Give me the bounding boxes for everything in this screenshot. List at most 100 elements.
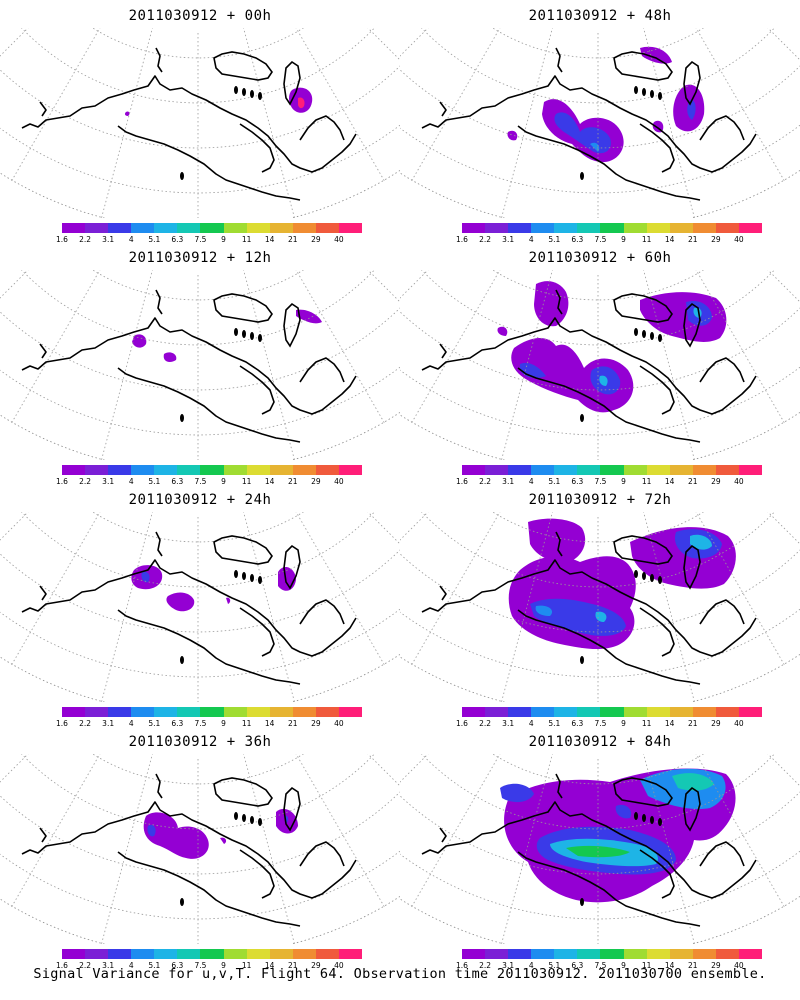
coastline-segment bbox=[39, 585, 47, 601]
coastline-segment bbox=[117, 851, 301, 927]
longitude-line bbox=[0, 28, 29, 57]
colorbar-swatch bbox=[246, 949, 270, 959]
coastline-segment bbox=[21, 75, 357, 173]
colorbar-tick-label: 11 bbox=[241, 961, 252, 970]
colorbar-swatch bbox=[315, 465, 339, 475]
island-outline bbox=[613, 777, 673, 807]
colorbar-swatch bbox=[623, 223, 647, 233]
latitude-line bbox=[400, 549, 800, 633]
island-outline bbox=[650, 90, 654, 98]
colorbar-swatch bbox=[738, 707, 763, 717]
variance-contour bbox=[672, 773, 714, 791]
island-outline bbox=[250, 816, 254, 824]
colorbar-swatch bbox=[715, 223, 739, 233]
colorbar-swatch bbox=[62, 223, 86, 233]
colorbar-swatch bbox=[62, 707, 86, 717]
map-panel-00h: 2011030912 + 00h 1.6 2.2 3.1 4 5.1 6.3 7.5 9 11 14… bbox=[0, 0, 400, 245]
colorbar-swatch bbox=[177, 465, 201, 475]
latitude-line bbox=[21, 512, 375, 588]
island-outline bbox=[613, 535, 673, 565]
longitude-line bbox=[0, 28, 46, 46]
colorbar-swatch bbox=[338, 223, 363, 233]
latitude-line bbox=[400, 850, 800, 920]
colorbar-swatch bbox=[462, 465, 486, 475]
variance-contour bbox=[124, 111, 130, 116]
colorbar-swatch bbox=[508, 223, 532, 233]
island-outline bbox=[283, 544, 301, 590]
colorbar-tick-label: 6.3 bbox=[171, 235, 184, 244]
coastline-segment bbox=[155, 773, 163, 799]
colorbar-swatch bbox=[108, 949, 132, 959]
longitude-line bbox=[243, 754, 295, 944]
colorbar bbox=[62, 465, 363, 475]
colorbar-tick-label: 2.2 bbox=[479, 719, 492, 728]
colorbar-tick-label: 1.6 bbox=[56, 719, 68, 728]
forecast-map bbox=[400, 28, 800, 218]
island-outline bbox=[213, 777, 273, 807]
colorbar-tick-label: 14 bbox=[664, 961, 675, 970]
coastline-segment bbox=[439, 585, 447, 601]
graticule bbox=[400, 28, 800, 218]
latitude-line bbox=[0, 549, 400, 633]
variance-contour bbox=[141, 571, 150, 583]
colorbar-tick-label: 1.6 bbox=[456, 477, 468, 486]
longitude-line bbox=[295, 512, 386, 668]
island-outline bbox=[642, 88, 646, 96]
colorbar-tick-label: 6.3 bbox=[571, 719, 584, 728]
coastline-segment bbox=[439, 827, 447, 843]
coastline-segment bbox=[439, 343, 447, 359]
colorbar-tick-label: 3.1 bbox=[102, 961, 115, 970]
colorbar-swatch bbox=[269, 707, 293, 717]
coastline-segment bbox=[699, 115, 745, 141]
panel-title: 2011030912 + 12h bbox=[128, 250, 272, 266]
island-outline bbox=[250, 90, 254, 98]
colorbar-tick-label: 21 bbox=[687, 719, 698, 728]
colorbar-swatch bbox=[200, 465, 224, 475]
colorbar-tick-label: 7.5 bbox=[194, 719, 207, 728]
colorbar-swatch bbox=[462, 707, 486, 717]
island-outline bbox=[180, 172, 184, 180]
colorbar-labels: 1.6 2.2 3.1 4 5.1 6.3 7.5 9 11 14 21 29 40 bbox=[456, 477, 762, 487]
colorbar-swatch bbox=[292, 465, 316, 475]
colorbar-tick-label: 21 bbox=[287, 961, 298, 970]
forecast-map bbox=[0, 754, 400, 944]
coastline bbox=[421, 289, 757, 443]
colorbar-swatch bbox=[485, 465, 509, 475]
colorbar-tick-label: 1.6 bbox=[456, 235, 468, 244]
variance-contour bbox=[163, 352, 177, 362]
island-outline bbox=[283, 60, 301, 106]
colorbar-swatch bbox=[269, 465, 293, 475]
colorbar-tick-label: 6.3 bbox=[171, 477, 184, 486]
colorbar-swatch bbox=[131, 707, 155, 717]
colorbar-swatch bbox=[200, 707, 224, 717]
latitude-line bbox=[0, 366, 400, 436]
map-panel-60h: 2011030912 + 60h 1.6 2.2 3.1 4 5.1 6.3 7.5 9 11 14… bbox=[400, 242, 800, 487]
colorbar-swatch bbox=[715, 465, 739, 475]
colorbar-labels: 1.6 2.2 3.1 4 5.1 6.3 7.5 9 11 14 21 29 40 bbox=[56, 961, 362, 971]
graticule bbox=[400, 512, 800, 702]
colorbar-tick-label: 29 bbox=[711, 477, 721, 486]
island-outline bbox=[580, 172, 584, 180]
figure-caption: Signal Variance for u,v,T. Flight 64. Ob… bbox=[33, 966, 767, 982]
island-outline bbox=[213, 51, 273, 81]
coastline-segment bbox=[299, 841, 345, 867]
colorbar bbox=[62, 707, 363, 717]
colorbar-tick-label: 21 bbox=[687, 235, 698, 244]
colorbar-tick-label: 2.2 bbox=[479, 477, 492, 486]
panel-title: 2011030912 + 72h bbox=[528, 492, 672, 508]
island-outline bbox=[634, 86, 638, 94]
latitude-line bbox=[400, 307, 800, 391]
colorbar-tick-label: 40 bbox=[734, 719, 744, 728]
colorbar-tick-label: 4 bbox=[528, 235, 534, 244]
panel-title: 2011030912 + 84h bbox=[528, 734, 672, 750]
colorbar-tick-label: 14 bbox=[664, 477, 675, 486]
island-outline bbox=[642, 330, 646, 338]
island-outline bbox=[650, 332, 654, 340]
longitude-line bbox=[767, 270, 800, 303]
colorbar-tick-label: 21 bbox=[687, 961, 698, 970]
island-outline bbox=[658, 92, 662, 100]
colorbar-tick-label: 1.6 bbox=[56, 477, 68, 486]
colorbar-tick-label: 4 bbox=[128, 235, 134, 244]
graticule bbox=[0, 754, 400, 944]
island-outline bbox=[658, 334, 662, 342]
